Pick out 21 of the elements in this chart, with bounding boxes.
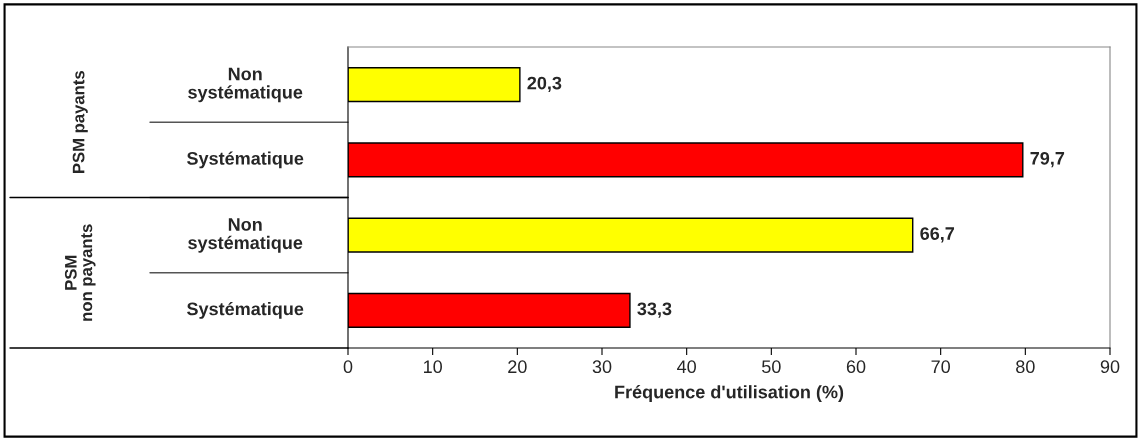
y-tick-label: Systématique [187, 151, 304, 169]
x-tick-label: 30 [592, 360, 612, 374]
x-tick-label: 70 [931, 360, 950, 374]
x-tick-label: 40 [677, 360, 696, 374]
x-tick-label: 50 [762, 360, 781, 374]
data-label: 33,3 [637, 302, 672, 318]
data-label: 79,7 [1030, 151, 1065, 168]
text: PSM non payants [64, 224, 96, 321]
x-tick-label: 80 [1016, 360, 1035, 374]
x-tick-label: 90 [1100, 360, 1120, 374]
x-tick-label: 20 [508, 360, 527, 374]
y-tick-label: Non systématique [188, 67, 303, 103]
y-tick-label: Systématique [187, 301, 304, 319]
y-tick-label: Non systématique [188, 218, 303, 253]
data-label: 66,7 [920, 227, 955, 243]
x-axis-title: Fréquence d'utilisation (%) [615, 384, 844, 402]
x-tick-label: 0 [343, 360, 353, 374]
data-label: 20,3 [527, 76, 562, 93]
text: PSM payants [72, 71, 88, 173]
x-tick-label: 60 [846, 360, 866, 374]
x-tick-label: 10 [424, 360, 442, 374]
